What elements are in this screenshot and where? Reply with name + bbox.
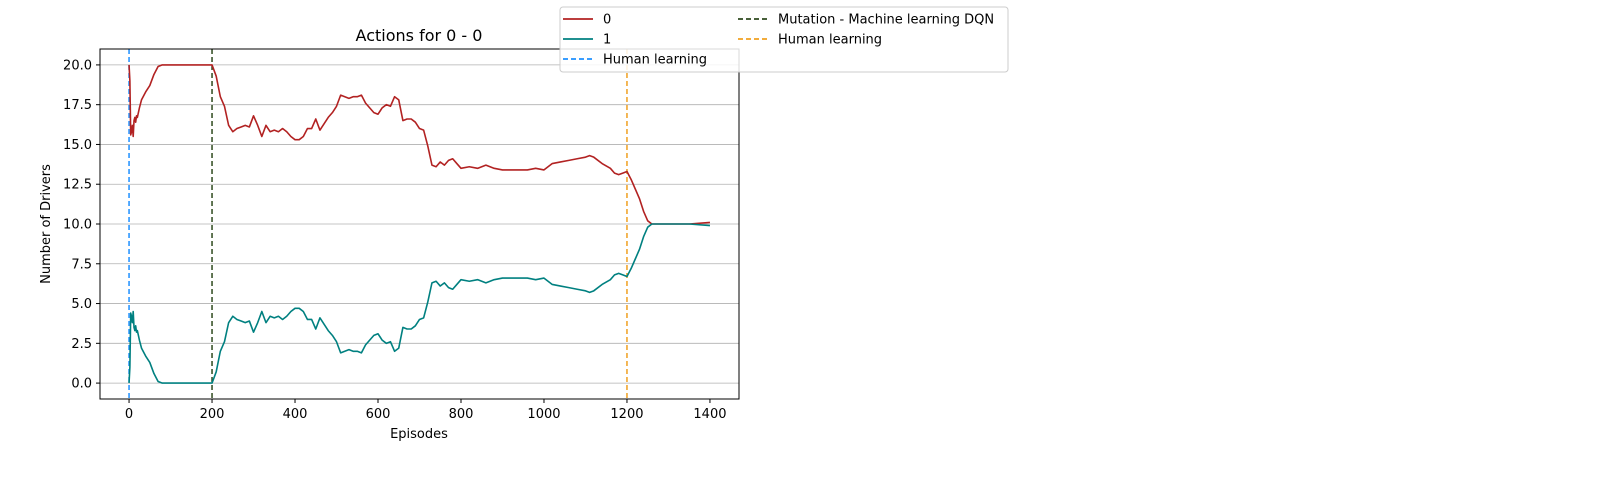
- x-axis-ticks: 0 200 400 600 800 1000 1200 1400: [125, 399, 727, 422]
- x-tick-label: 400: [283, 407, 308, 422]
- x-tick-label: 0: [125, 407, 133, 422]
- x-tick-label: 200: [200, 407, 225, 422]
- y-tick-label: 2.5: [71, 337, 92, 352]
- legend-label: 1: [603, 33, 611, 48]
- x-tick-label: 600: [366, 407, 391, 422]
- y-tick-label: 10.0: [63, 218, 92, 233]
- legend-label: Human learning: [778, 33, 882, 48]
- y-tick-label: 20.0: [63, 58, 92, 73]
- y-axis-ticks: 0.0 2.5 5.0 7.5 10.0 12.5 15.0 17.5 20.0: [63, 58, 100, 392]
- x-axis-label: Episodes: [390, 427, 448, 442]
- y-tick-label: 0.0: [71, 377, 92, 392]
- y-tick-label: 7.5: [71, 257, 92, 272]
- legend-box: [559, 6, 1009, 73]
- y-tick-label: 17.5: [63, 98, 92, 113]
- legend-label: Mutation - Machine learning DQN: [778, 13, 994, 28]
- y-tick-label: 5.0: [71, 297, 92, 312]
- legend-label: Human learning: [603, 53, 707, 68]
- y-tick-label: 12.5: [63, 178, 92, 193]
- x-tick-label: 800: [449, 407, 474, 422]
- y-axis-label: Number of Drivers: [39, 164, 54, 284]
- x-tick-label: 1000: [527, 407, 560, 422]
- series-line-0: [128, 64, 711, 225]
- series-line-1: [128, 223, 711, 384]
- x-tick-label: 1200: [610, 407, 643, 422]
- chart-title: Actions for 0 - 0: [356, 26, 483, 45]
- x-tick-label: 1400: [693, 407, 726, 422]
- grid-lines: [100, 64, 739, 384]
- series-lines: [128, 64, 711, 384]
- legend: 0 1 Human learning Mutation - Machine learn…: [559, 6, 1009, 73]
- vertical-marker-lines: [128, 49, 628, 399]
- legend-label: 0: [603, 13, 611, 28]
- y-tick-label: 15.0: [63, 138, 92, 153]
